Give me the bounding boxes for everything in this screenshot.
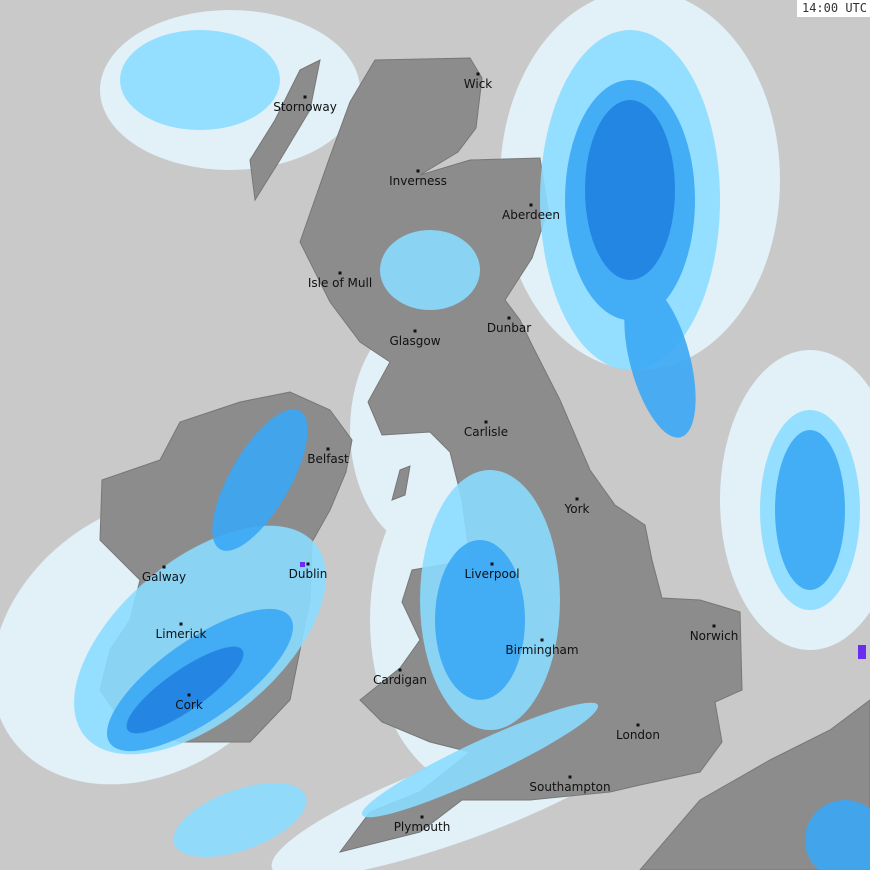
precip-extreme xyxy=(300,562,866,659)
city-dot xyxy=(306,562,310,566)
city-dot xyxy=(413,329,417,333)
city-dot xyxy=(179,622,183,626)
city-dot xyxy=(326,447,330,451)
city-dot xyxy=(507,316,511,320)
precip-heavy xyxy=(126,100,675,734)
city-label-isle-of-mull: Isle of Mull xyxy=(307,276,373,290)
city-dot xyxy=(420,815,424,819)
city-label-dunbar: Dunbar xyxy=(486,321,532,335)
city-dot xyxy=(398,668,402,672)
city-label-norwich: Norwich xyxy=(689,629,739,643)
city-label-plymouth: Plymouth xyxy=(393,820,451,834)
city-label-southampton: Southampton xyxy=(529,780,611,794)
city-label-wick: Wick xyxy=(463,77,493,91)
city-dot xyxy=(416,169,420,173)
city-dot xyxy=(712,624,716,628)
city-dot xyxy=(529,203,533,207)
city-dot xyxy=(476,72,480,76)
city-label-belfast: Belfast xyxy=(307,452,349,466)
outer-hebrides xyxy=(249,59,321,202)
city-label-glasgow: Glasgow xyxy=(389,334,441,348)
city-label-cardigan: Cardigan xyxy=(373,673,427,687)
city-dot xyxy=(540,638,544,642)
city-label-london: London xyxy=(616,728,660,742)
city-label-limerick: Limerick xyxy=(155,627,207,641)
city-label-carlisle: Carlisle xyxy=(463,425,509,439)
city-label-galway: Galway xyxy=(141,570,187,584)
city-dot xyxy=(575,497,579,501)
city-label-dublin: Dublin xyxy=(288,567,328,581)
city-dot xyxy=(338,271,342,275)
city-label-cork: Cork xyxy=(175,698,203,712)
city-label-birmingham: Birmingham xyxy=(505,643,579,657)
city-dot xyxy=(303,95,307,99)
city-dot xyxy=(484,420,488,424)
time-label: 14:00 UTC xyxy=(796,0,870,17)
city-label-aberdeen: Aberdeen xyxy=(502,208,560,222)
city-label-inverness: Inverness xyxy=(389,174,447,188)
city-dot xyxy=(568,775,572,779)
isle-of-man xyxy=(391,465,411,501)
city-dot xyxy=(187,693,191,697)
city-label-stornoway: Stornoway xyxy=(273,100,337,114)
city-label-liverpool: Liverpool xyxy=(464,567,520,581)
city-label-york: York xyxy=(564,502,590,516)
city-dot xyxy=(490,562,494,566)
city-dot xyxy=(162,565,166,569)
city-dot xyxy=(636,723,640,727)
